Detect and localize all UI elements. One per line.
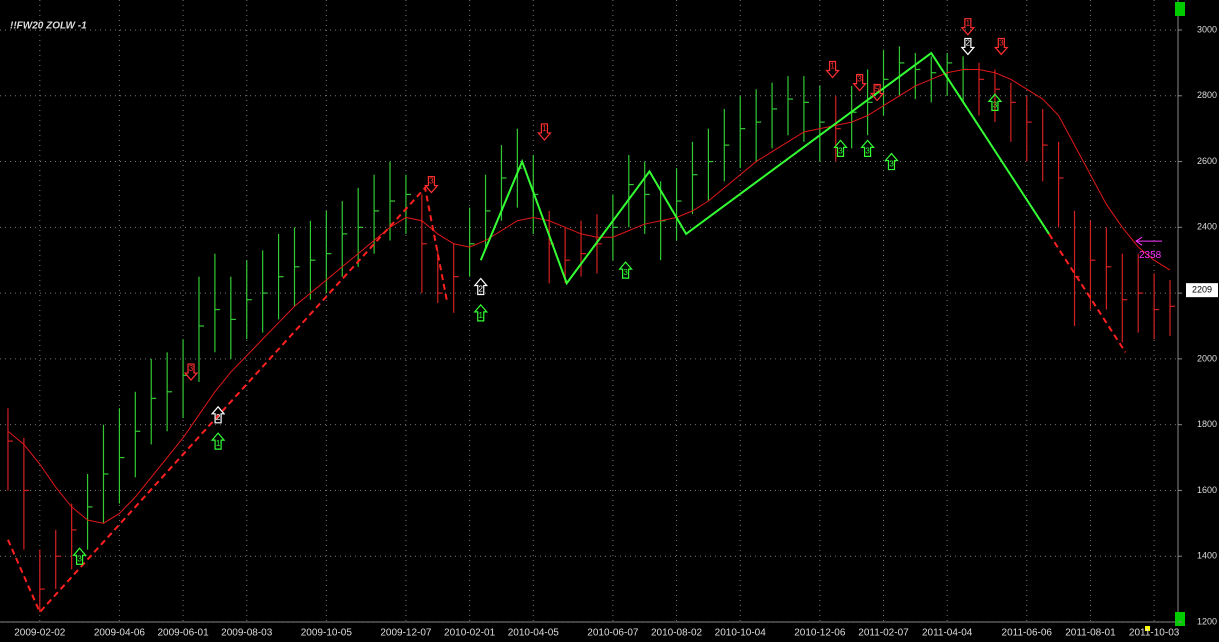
x-tick-label: 2011-08-01 [1065, 628, 1116, 639]
signal-arrow [993, 37, 1009, 56]
signal-label: 3 [623, 268, 628, 277]
x-tick-label: 2011-04-04 [922, 628, 973, 639]
scroll-handle[interactable] [1175, 612, 1185, 626]
x-tick-label: 2011-10-03 [1129, 628, 1180, 639]
signal-arrow [537, 123, 552, 141]
zigzag-line [7, 185, 449, 614]
signal-arrow [884, 152, 899, 171]
y-tick-label: 2000 [1197, 353, 1217, 363]
x-tick-label: 2010-02-01 [444, 628, 496, 639]
y-tick-label: 1200 [1197, 616, 1217, 626]
signal-arrow [825, 60, 840, 79]
x-tick-label: 2009-02-02 [14, 628, 66, 639]
signal-arrow [210, 432, 226, 450]
signal-label: 3 [999, 39, 1004, 48]
x-tick-label: 2009-10-05 [301, 628, 353, 639]
signal-arrow [852, 74, 867, 92]
x-tick-label: 2009-04-06 [94, 628, 146, 639]
signal-arrow [960, 18, 976, 36]
ma-line [7, 68, 1171, 524]
x-tick-label: 2011-06-06 [1002, 628, 1053, 639]
x-tick-label: 2011-02-07 [858, 628, 909, 639]
x-tick-label: 2010-12-06 [794, 628, 846, 639]
zigzag-line [1048, 233, 1127, 353]
scroll-handle[interactable] [1175, 2, 1185, 16]
x-tick-label: 2010-08-02 [651, 628, 703, 639]
signal-arrow [210, 405, 226, 424]
y-tick-label: 1600 [1197, 485, 1217, 495]
signal-arrow [987, 93, 1003, 111]
signal-arrow [833, 139, 848, 157]
signal-label: 3 [429, 177, 434, 186]
x-tick-label: 2010-10-04 [715, 628, 767, 639]
y-tick-label: 2400 [1197, 222, 1217, 232]
signal-label: 2 [479, 285, 484, 294]
target-arrow [1135, 236, 1162, 246]
y-tick-label: 2800 [1197, 90, 1217, 100]
signal-arrow [618, 261, 633, 279]
signal-label: 2 [966, 39, 971, 48]
signal-arrow [860, 139, 875, 157]
signal-label: 2 [216, 413, 221, 422]
last-price-box [1186, 283, 1218, 298]
target-label: 2358 [1139, 250, 1162, 261]
signal-label: 1 [966, 19, 971, 28]
signal-label: 3 [189, 364, 194, 373]
signal-label: 3 [993, 100, 998, 109]
signal-label: 3 [889, 160, 894, 169]
y-tick-label: 2600 [1197, 156, 1217, 166]
x-tick-label: 2009-06-01 [157, 628, 209, 639]
signal-arrow [960, 37, 976, 56]
signal-arrow [473, 303, 489, 322]
signal-arrow [869, 83, 885, 102]
zigzag-line [479, 51, 1050, 286]
y-tick-label: 3000 [1197, 24, 1217, 34]
signal-label: 1 [216, 439, 221, 448]
signal-label: 3 [857, 75, 862, 84]
last-price-label: 2209 [1192, 285, 1212, 295]
signal-arrow [473, 277, 489, 296]
signal-label: 1 [479, 311, 484, 320]
signal-arrow [72, 547, 87, 565]
signal-label: 5 [875, 85, 880, 94]
x-tick-label: 2010-04-05 [508, 628, 560, 639]
x-tick-label: 2010-06-07 [587, 628, 639, 639]
signal-arrow [183, 363, 199, 381]
signal-label: 1 [830, 62, 835, 71]
signal-label: 3 [838, 147, 843, 156]
x-tick-label: 2009-08-03 [221, 628, 273, 639]
signal-label: 3 [77, 554, 82, 563]
y-tick-label: 1400 [1197, 551, 1217, 561]
signal-label: 1 [542, 124, 547, 133]
y-tick-label: 1800 [1197, 419, 1217, 429]
time-marker [1145, 626, 1150, 631]
signal-label: 3 [865, 147, 870, 156]
x-tick-label: 2009-12-07 [380, 628, 432, 639]
signal-arrow [424, 175, 439, 194]
chart-title: !!FW20 ZOLW -1 [10, 21, 87, 32]
